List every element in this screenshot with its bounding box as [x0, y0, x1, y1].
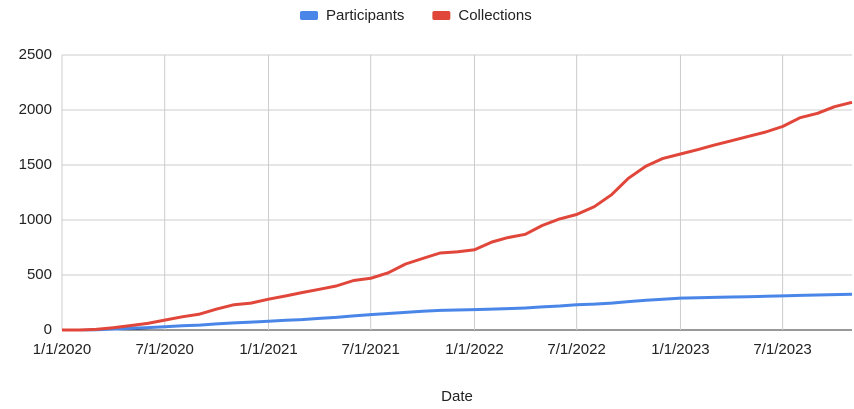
y-tick-label: 500	[27, 266, 52, 283]
y-tick-label: 0	[44, 321, 52, 338]
y-tick-label: 1000	[19, 211, 52, 228]
legend-label: Participants	[326, 7, 404, 24]
x-tick-label: 1/1/2023	[651, 341, 709, 358]
x-tick-label: 7/1/2022	[547, 341, 605, 358]
legend-label: Collections	[458, 7, 531, 24]
x-tick-label: 7/1/2023	[753, 341, 811, 358]
x-tick-label: 1/1/2022	[445, 341, 503, 358]
x-tick-label: 1/1/2021	[239, 341, 297, 358]
y-tick-label: 2000	[19, 101, 52, 118]
legend-swatch	[432, 11, 451, 20]
y-tick-label: 1500	[19, 156, 52, 173]
legend-swatch	[300, 11, 318, 20]
x-tick-label: 7/1/2021	[341, 341, 399, 358]
x-tick-label: 1/1/2020	[33, 341, 91, 358]
line	[62, 292, 853, 332]
y-tick-label: 2500	[19, 46, 52, 63]
line	[62, 100, 853, 332]
x-tick-label: 7/1/2020	[136, 341, 194, 358]
x-axis-label: Date	[441, 388, 473, 404]
